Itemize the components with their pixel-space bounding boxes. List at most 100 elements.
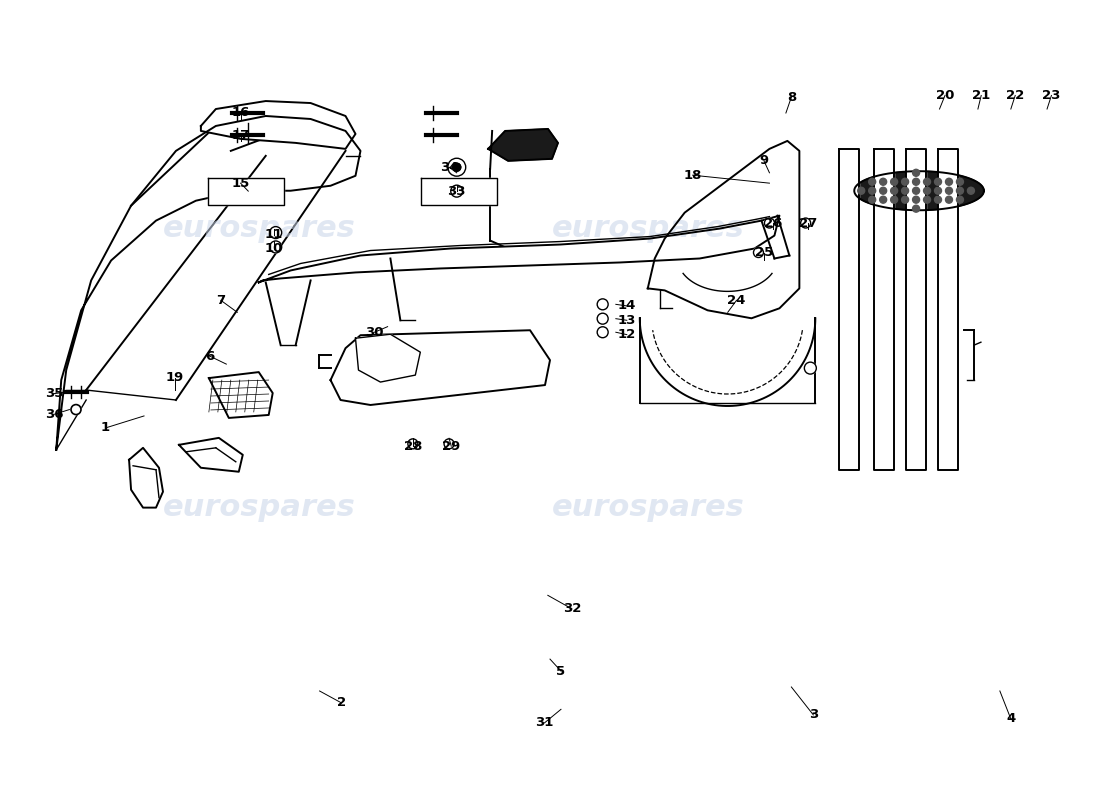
Circle shape [858, 187, 865, 194]
Circle shape [801, 218, 811, 228]
Polygon shape [129, 448, 163, 508]
Circle shape [967, 187, 975, 194]
Polygon shape [839, 149, 859, 470]
Text: 3: 3 [808, 709, 818, 722]
Text: 18: 18 [683, 169, 702, 182]
Polygon shape [331, 330, 550, 405]
Text: 27: 27 [799, 217, 817, 230]
Text: 30: 30 [365, 326, 384, 338]
Text: 1: 1 [101, 422, 110, 434]
Text: 23: 23 [1042, 89, 1060, 102]
Text: 4: 4 [1006, 712, 1015, 726]
Circle shape [869, 187, 876, 194]
Circle shape [597, 326, 608, 338]
Circle shape [72, 405, 81, 414]
Polygon shape [56, 116, 361, 450]
Text: eurospares: eurospares [163, 214, 355, 243]
Circle shape [453, 163, 461, 171]
Circle shape [804, 362, 816, 374]
Circle shape [957, 187, 964, 194]
Text: 21: 21 [972, 89, 990, 102]
Text: 15: 15 [231, 177, 250, 190]
Circle shape [902, 187, 909, 194]
Text: eurospares: eurospares [552, 214, 745, 243]
Circle shape [451, 185, 463, 197]
Circle shape [869, 196, 876, 203]
Circle shape [891, 196, 898, 203]
Circle shape [444, 439, 454, 449]
Circle shape [957, 196, 964, 203]
Circle shape [902, 196, 909, 203]
Circle shape [408, 439, 418, 449]
Text: 29: 29 [442, 440, 461, 453]
Polygon shape [648, 141, 800, 318]
Polygon shape [906, 149, 926, 470]
Text: 19: 19 [166, 371, 184, 384]
Polygon shape [258, 216, 780, 282]
Circle shape [913, 187, 920, 194]
Circle shape [448, 158, 465, 176]
Circle shape [946, 187, 953, 194]
Text: 6: 6 [206, 350, 214, 362]
Circle shape [891, 187, 898, 194]
Polygon shape [355, 334, 420, 382]
Circle shape [946, 178, 953, 186]
Circle shape [935, 187, 942, 194]
Circle shape [891, 178, 898, 186]
Circle shape [869, 178, 876, 186]
Circle shape [597, 299, 608, 310]
Circle shape [597, 314, 608, 324]
Polygon shape [855, 171, 983, 210]
Circle shape [924, 178, 931, 186]
Circle shape [754, 247, 763, 258]
Circle shape [946, 196, 953, 203]
Text: 25: 25 [755, 246, 773, 259]
Text: 35: 35 [45, 387, 63, 400]
Circle shape [913, 205, 920, 212]
Circle shape [880, 196, 887, 203]
Text: 10: 10 [264, 242, 283, 255]
Text: 2: 2 [337, 697, 346, 710]
Text: 20: 20 [936, 89, 954, 102]
Polygon shape [874, 149, 894, 470]
Polygon shape [201, 101, 355, 149]
Circle shape [913, 196, 920, 203]
Text: 8: 8 [786, 90, 796, 103]
Text: 13: 13 [617, 314, 636, 326]
Text: 16: 16 [231, 106, 250, 119]
Text: 12: 12 [618, 328, 636, 341]
Circle shape [902, 178, 909, 186]
Circle shape [270, 226, 282, 238]
Circle shape [913, 170, 920, 176]
Text: 24: 24 [727, 294, 746, 307]
Text: 34: 34 [440, 161, 459, 174]
Text: 5: 5 [557, 665, 565, 678]
Text: 28: 28 [404, 440, 422, 453]
Circle shape [935, 178, 942, 186]
Polygon shape [488, 129, 558, 161]
Polygon shape [209, 372, 273, 418]
Polygon shape [938, 149, 958, 470]
Circle shape [880, 178, 887, 186]
Circle shape [924, 196, 931, 203]
Text: 36: 36 [45, 408, 64, 421]
Circle shape [880, 187, 887, 194]
Circle shape [270, 241, 282, 253]
Text: 7: 7 [217, 294, 226, 307]
Circle shape [924, 187, 931, 194]
Text: eurospares: eurospares [552, 493, 745, 522]
Polygon shape [420, 178, 497, 206]
Circle shape [935, 196, 942, 203]
Circle shape [957, 178, 964, 186]
Text: eurospares: eurospares [163, 493, 355, 522]
Text: 17: 17 [231, 129, 250, 142]
Text: 11: 11 [264, 229, 283, 242]
Polygon shape [179, 438, 243, 472]
Text: 26: 26 [763, 217, 782, 230]
Text: 33: 33 [448, 185, 466, 198]
Text: 9: 9 [759, 154, 769, 167]
Text: 14: 14 [617, 299, 636, 313]
Circle shape [764, 218, 774, 228]
Text: 31: 31 [536, 716, 553, 730]
Circle shape [913, 178, 920, 186]
